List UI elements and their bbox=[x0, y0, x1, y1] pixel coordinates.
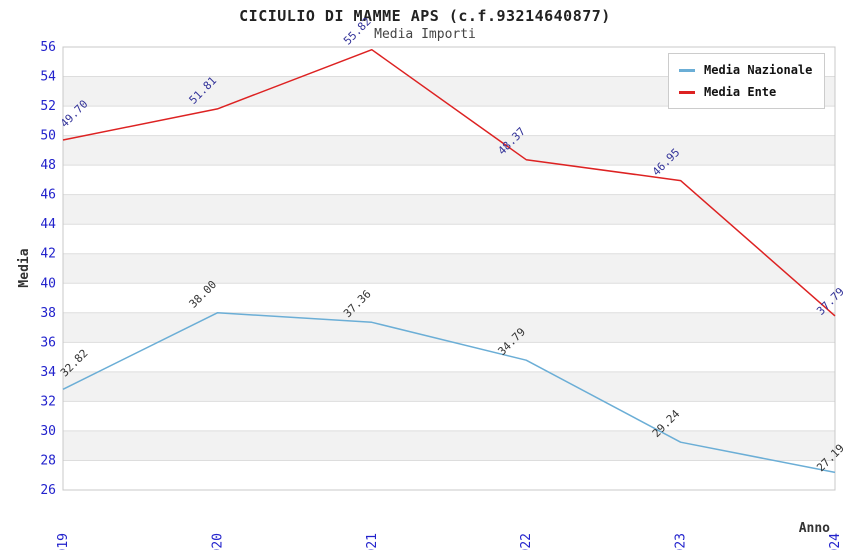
legend-swatch-ente-icon bbox=[679, 90, 695, 94]
series-line bbox=[62, 312, 836, 474]
y-tick-label: 54 bbox=[40, 70, 56, 85]
y-tick-label: 34 bbox=[40, 365, 56, 380]
series-line bbox=[62, 48, 836, 317]
legend: Media Nazionale Media Ente bbox=[668, 53, 826, 109]
y-tick-label: 26 bbox=[40, 483, 56, 498]
y-tick-label: 36 bbox=[40, 335, 56, 350]
x-tick-label: 2022 bbox=[519, 533, 534, 550]
chart-title: CICIULIO DI MAMME APS (c.f.93214640877) bbox=[239, 7, 611, 25]
legend-item-media-ente: Media Ente bbox=[679, 85, 812, 99]
chart-subtitle: Media Importi bbox=[374, 27, 476, 42]
legend-item-media-nazionale: Media Nazionale bbox=[679, 63, 812, 77]
legend-label-nazionale: Media Nazionale bbox=[704, 63, 813, 77]
y-tick-label: 52 bbox=[40, 99, 56, 114]
y-tick-label: 30 bbox=[40, 424, 56, 439]
y-tick-label: 40 bbox=[40, 276, 56, 291]
legend-swatch-nazionale-icon bbox=[679, 68, 695, 72]
data-point-label: 55.82 bbox=[341, 15, 374, 48]
y-tick-label: 48 bbox=[40, 158, 56, 173]
y-tick-label: 56 bbox=[40, 40, 56, 55]
y-tick-label: 38 bbox=[40, 306, 56, 321]
y-tick-label: 46 bbox=[40, 188, 56, 203]
y-tick-label: 32 bbox=[40, 394, 56, 409]
x-tick-label: 2023 bbox=[674, 533, 689, 550]
x-tick-label: 2020 bbox=[210, 533, 225, 550]
legend-label-ente: Media Ente bbox=[704, 85, 777, 99]
x-tick-label: 2019 bbox=[56, 533, 71, 550]
x-axis-title: Anno bbox=[799, 521, 830, 536]
y-tick-label: 28 bbox=[40, 453, 56, 468]
x-tick-label: 2024 bbox=[828, 533, 843, 550]
y-tick-label: 50 bbox=[40, 129, 56, 144]
x-tick-label: 2021 bbox=[365, 533, 380, 550]
y-tick-label: 42 bbox=[40, 247, 56, 262]
plot-area: 26 28 30 32 34 36 38 40 42 44 46 48 50 52 54 56 2019 2020… bbox=[40, 15, 846, 550]
y-axis-title: Media bbox=[17, 248, 32, 287]
y-tick-label: 44 bbox=[40, 217, 56, 232]
